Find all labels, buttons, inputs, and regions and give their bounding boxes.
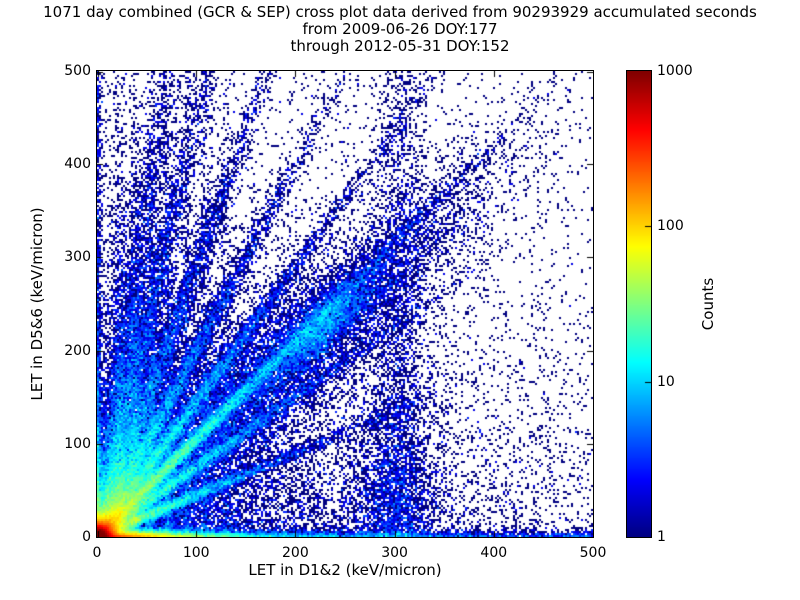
x-tick-label-300: 300 [381,545,408,561]
x-tick-label-0: 0 [92,545,102,561]
x-tick-label-500: 500 [579,545,607,561]
colorbar-label: Counts [699,277,717,331]
colorbar-gradient-canvas [627,71,651,537]
chart-title: 1071 day combined (GCR & SEP) cross plot… [0,4,800,55]
x-axis-label: LET in D1&2 (keV/micron) [248,561,442,579]
scatter-density-canvas [97,71,593,537]
title-line-1: 1071 day combined (GCR & SEP) cross plot… [43,3,757,21]
colorbar-tick-label-10: 10 [657,373,675,390]
colorbar-tick-label-1: 1 [657,529,666,545]
y-axis-label: LET in D5&6 (keV/micron) [28,207,46,401]
y-tick-label-500: 500 [64,63,91,79]
y-tick-label-400: 400 [64,156,91,173]
colorbar-tick-label-1000: 1000 [657,63,693,79]
x-tick-label-100: 100 [182,545,210,561]
y-tick-label-200: 200 [64,342,91,359]
x-tick-label-200: 200 [282,545,309,561]
y-tick-label-300: 300 [64,249,91,266]
y-tick-label-0: 0 [82,529,91,545]
plot-area [96,70,594,538]
colorbar-tick-label-100: 100 [657,218,684,235]
x-tick-label-400: 400 [480,545,508,561]
y-tick-label-100: 100 [64,435,91,452]
title-line-2: from 2009-06-26 DOY:177 [302,20,498,38]
colorbar [626,70,652,538]
title-line-3: through 2012-05-31 DOY:152 [290,37,510,55]
